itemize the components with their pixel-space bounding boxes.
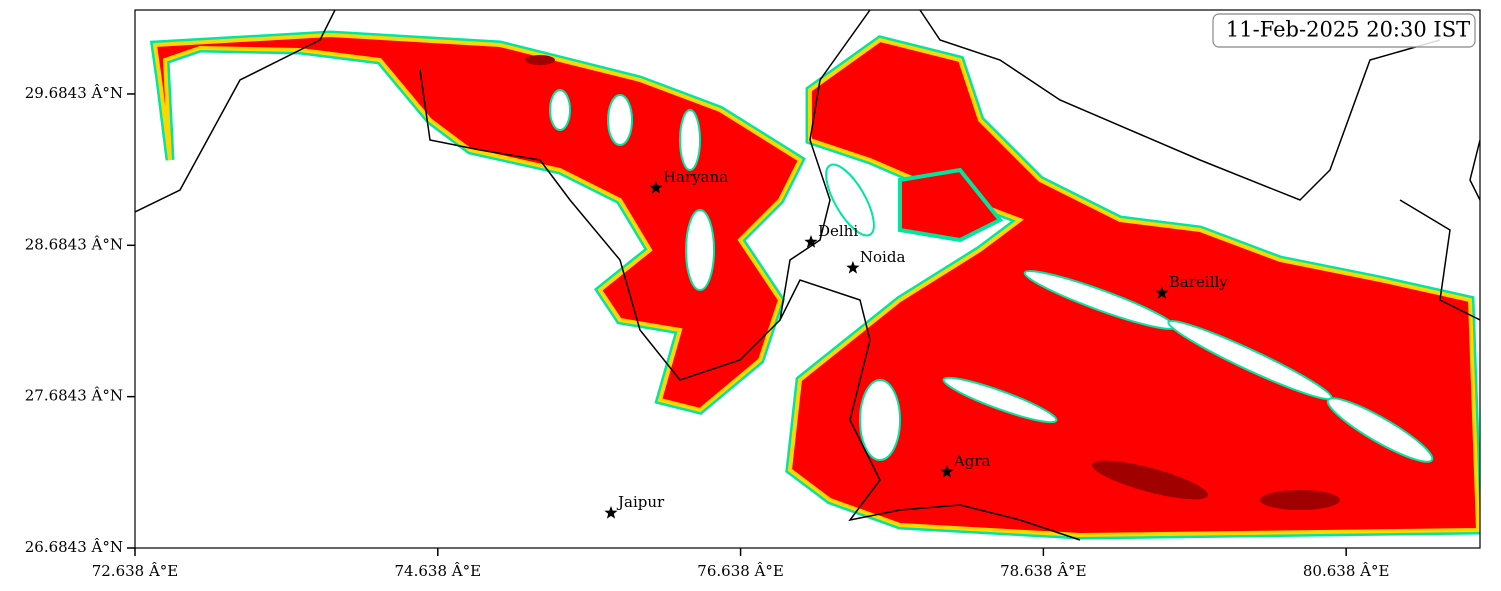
x-tick-label: 76.638 Â°E bbox=[697, 562, 784, 580]
city-marker bbox=[604, 505, 618, 519]
plot-frame bbox=[134, 9, 1481, 549]
city-marker bbox=[649, 181, 663, 194]
y-tick-label: 26.6843 Â°N bbox=[25, 538, 123, 556]
timestamp: 11-Feb-2025 20:30 IST bbox=[1226, 18, 1470, 42]
city-label: Bareilly bbox=[1169, 273, 1228, 291]
city-label: Delhi bbox=[818, 222, 858, 240]
x-tick-label: 80.638 Â°E bbox=[1303, 562, 1390, 580]
city-label: Agra bbox=[953, 452, 991, 470]
city-label: Haryana bbox=[663, 168, 728, 186]
city-marker bbox=[1155, 286, 1169, 299]
timestamp-box bbox=[1212, 13, 1476, 48]
x-tick-label: 78.638 Â°E bbox=[1000, 562, 1087, 580]
city-label: Jaipur bbox=[616, 493, 665, 511]
y-tick-label: 27.6843 Â°N bbox=[25, 387, 123, 405]
y-tick-label: 29.6843 Â°N bbox=[25, 84, 123, 102]
x-tick-label: 74.638 Â°E bbox=[395, 562, 482, 580]
x-tick-label: 72.638 Â°E bbox=[92, 562, 179, 580]
y-tick-label: 28.6843 Â°N bbox=[25, 235, 123, 253]
city-label: Noida bbox=[860, 248, 906, 266]
city-marker bbox=[940, 464, 954, 478]
city-marker bbox=[846, 260, 860, 274]
city-marker bbox=[804, 235, 818, 248]
precipitation-contours bbox=[135, 10, 1480, 541]
